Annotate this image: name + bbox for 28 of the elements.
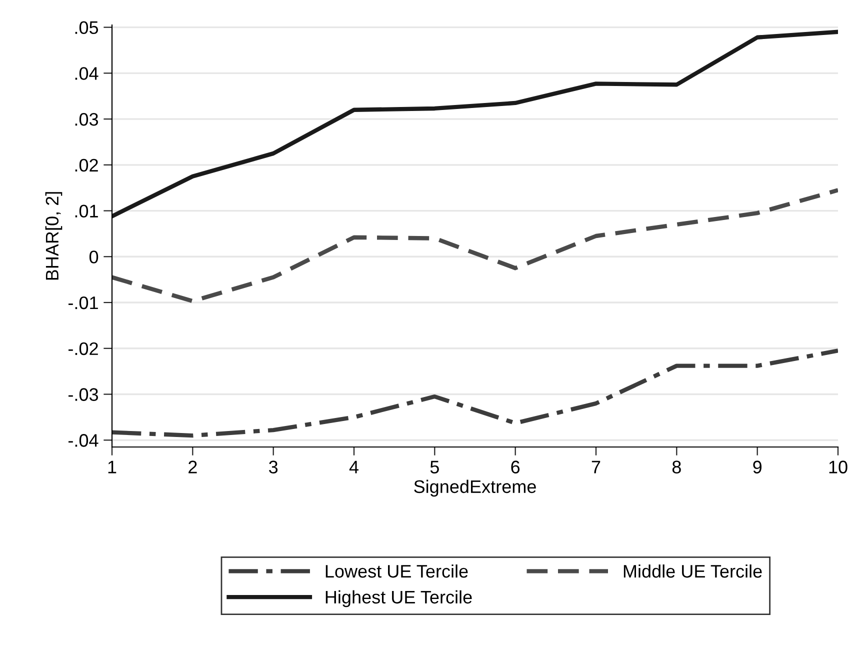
y-tick-label: .03 — [75, 112, 98, 126]
x-tick-label: 6 — [511, 460, 520, 474]
y-tick-label: -.04 — [68, 434, 98, 447]
x-axis-title: SignedExtreme — [414, 480, 536, 497]
x-tick-label: 9 — [753, 460, 762, 474]
y-tick-label: -.01 — [68, 296, 98, 310]
y-tick-label: 0 — [89, 250, 98, 264]
x-tick-label: 5 — [430, 460, 439, 474]
legend-label: Middle UE Tercile — [624, 564, 762, 578]
y-tick-label: .01 — [75, 204, 98, 218]
x-tick-label: 8 — [672, 460, 681, 474]
legend-label: Highest UE Tercile — [326, 590, 472, 608]
x-tick-label: 1 — [108, 460, 116, 474]
x-tick-label: 4 — [349, 460, 358, 474]
y-tick-label: .02 — [75, 158, 98, 172]
line-series — [112, 348, 838, 438]
line-series — [112, 30, 838, 218]
line-series — [112, 188, 838, 304]
y-axis-title: BHAR[0, 2] — [45, 192, 62, 280]
x-tick-label: 7 — [592, 460, 600, 474]
x-tick-label: 3 — [269, 460, 278, 474]
y-tick-label: -.03 — [68, 388, 98, 401]
y-tick-label: .05 — [75, 21, 98, 34]
x-tick-label: 2 — [188, 460, 197, 474]
y-tick-label: -.02 — [68, 342, 98, 356]
x-tick-label: 10 — [829, 460, 848, 474]
legend-label: Lowest UE Tercile — [326, 564, 468, 578]
y-tick-label: .04 — [75, 67, 98, 80]
